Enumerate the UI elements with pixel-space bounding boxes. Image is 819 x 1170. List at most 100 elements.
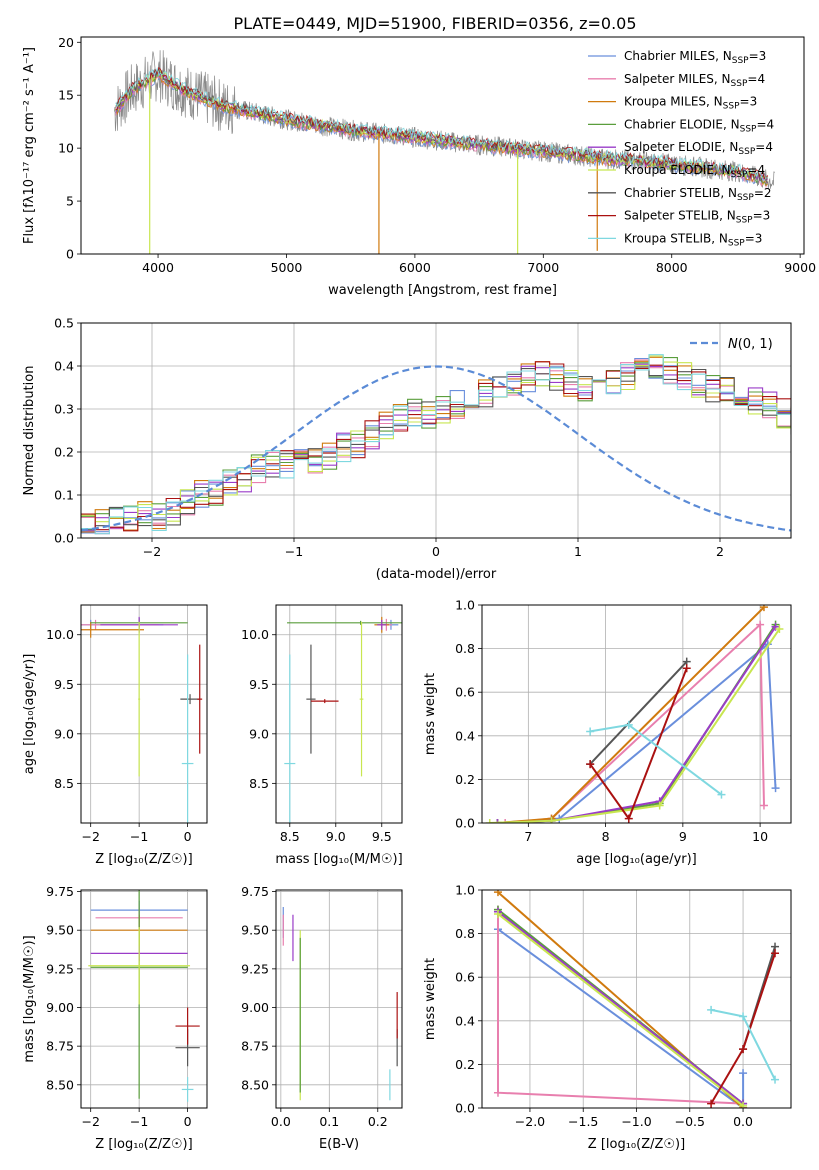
x-tick-label: 8000	[656, 260, 688, 275]
weight-marker	[739, 1101, 748, 1108]
x-tick-label: 9.5	[372, 829, 392, 844]
x-tick-label: 4000	[142, 260, 174, 275]
x-tick-label: −2.0	[515, 1114, 545, 1129]
plot-area	[81, 354, 791, 535]
weight-marker	[717, 790, 726, 799]
axes-frame	[80, 36, 805, 255]
y-tick-label: 0.4	[455, 1013, 475, 1028]
weight-marker	[493, 909, 502, 918]
legend-series-name: Chabrier MILES, N	[624, 49, 732, 63]
axes-frame	[275, 889, 403, 1109]
legend-label: Chabrier ELODIE, NSSP=4	[624, 117, 774, 134]
legend-series-name: Kroupa ELODIE, N	[624, 163, 731, 177]
y-tick-label: 1.0	[455, 883, 475, 898]
histogram-series	[81, 366, 791, 531]
legend-subscript: SSP	[740, 124, 757, 134]
y-tick-label: 0.4	[455, 728, 475, 743]
y-tick-label: 9.00	[46, 1000, 74, 1015]
y-tick-label: 0.3	[54, 402, 74, 417]
figure-title: PLATE=0449, MJD=51900, FIBERID=0356, z=0…	[233, 14, 636, 33]
x-axis-label: Z [log₁₀(Z/Z☉)]	[588, 1137, 685, 1152]
y-tick-label: 8.5	[54, 776, 74, 791]
legend-series-name: Salpeter STELIB, N	[624, 209, 736, 223]
legend-label: Chabrier MILES, NSSP=3	[624, 49, 766, 66]
plot-area	[88, 890, 200, 1102]
y-tick-label: 8.75	[241, 1039, 269, 1054]
y-tick-label: 10.0	[241, 627, 269, 642]
weight-marker	[707, 1099, 716, 1108]
x-tick-label: −1	[130, 1114, 148, 1129]
y-tick-label: 8.5	[249, 776, 269, 791]
y-tick-label: 0.5	[54, 316, 74, 331]
legend-symbol: N	[728, 337, 738, 352]
weight-marker	[739, 1069, 748, 1078]
x-tick-label: 7000	[527, 260, 559, 275]
legend-count: =4	[747, 163, 765, 177]
x-tick-label: 9000	[784, 260, 816, 275]
x-tick-label: −2	[143, 544, 161, 559]
legend: N(0, 1)	[690, 337, 773, 352]
y-axis-label: mass weight	[423, 673, 438, 755]
y-tick-label: 20	[58, 35, 74, 50]
axes-frame	[80, 889, 208, 1109]
legend-subscript: SSP	[736, 216, 753, 226]
y-axis-label: mass [log₁₀(M/M☉)]	[22, 935, 37, 1062]
weight-marker	[771, 949, 780, 958]
legend-series-name: Kroupa MILES, N	[624, 95, 723, 109]
y-tick-label: 9.75	[46, 884, 74, 899]
legend-label: Chabrier STELIB, NSSP=2	[624, 186, 772, 203]
weight-marker	[739, 1045, 748, 1054]
legend-series-name: Kroupa STELIB, N	[624, 231, 728, 245]
y-tick-label: 0.4	[54, 359, 74, 374]
x-tick-label: 8	[602, 829, 610, 844]
weight-marker	[547, 816, 556, 823]
legend-label: Kroupa ELODIE, NSSP=4	[624, 163, 765, 180]
y-axis-label: Flux [fλ10⁻¹⁷ erg cm⁻² s⁻¹ A⁻¹]	[22, 47, 37, 244]
panel-weight-vs-age: 7 8 9 10 0.0 0.2 0.4 0.6 0.8 1.0 age [log₁₀(age/yr…	[423, 598, 792, 867]
y-tick-label: 9.5	[249, 677, 269, 692]
x-tick-label: −1.0	[621, 1114, 651, 1129]
y-tick-label: 9.00	[241, 1000, 269, 1015]
axes-frame	[481, 604, 792, 824]
legend-count: =4	[755, 140, 773, 154]
y-tick-label: 9.50	[241, 923, 269, 938]
legend-label: Salpeter STELIB, NSSP=3	[624, 209, 770, 226]
y-tick-label: 9.25	[241, 961, 269, 976]
y-axis-label: age [log₁₀(age/yr)]	[22, 654, 37, 775]
weight-marker	[501, 819, 510, 823]
x-axis-label: Z [log₁₀(Z/Z☉)]	[95, 852, 192, 867]
legend-label: Kroupa STELIB, NSSP=3	[624, 231, 762, 248]
y-tick-label: 9.0	[249, 726, 269, 741]
weight-marker	[624, 814, 633, 823]
legend-count: =3	[749, 49, 767, 63]
histogram-series	[81, 361, 791, 532]
x-axis-label: mass [log₁₀(M/M☉)]	[275, 852, 402, 867]
legend-label: Kroupa MILES, NSSP=3	[624, 95, 757, 112]
x-tick-label: 9.0	[326, 829, 346, 844]
y-tick-label: 10.0	[46, 627, 74, 642]
y-tick-label: 10	[58, 141, 74, 156]
y-tick-label: 9.25	[46, 961, 74, 976]
y-tick-label: 0.0	[54, 531, 74, 546]
weight-marker	[624, 720, 633, 729]
weight-line	[489, 628, 781, 823]
histogram-series	[81, 357, 791, 534]
axes-frame	[80, 604, 208, 824]
y-tick-label: 0.2	[455, 772, 475, 787]
x-tick-label: 9	[679, 829, 687, 844]
legend-count: =4	[756, 117, 774, 131]
panel-age-vs-Z: −2 −1 0 8.5 9.0 9.5 10.0 Z [log₁₀(Z/Z☉)] age [lo…	[22, 604, 208, 867]
weight-marker	[771, 784, 780, 793]
x-tick-label: 0.0	[733, 1114, 753, 1129]
x-axis-label: (data-model)/error	[376, 567, 497, 582]
legend-count: =2	[754, 186, 772, 200]
legend-subscript: SSP	[738, 147, 755, 157]
legend-subscript: SSP	[728, 238, 745, 248]
x-tick-label: 7	[524, 829, 532, 844]
weight-line	[497, 911, 744, 1105]
panel-mass-vs-Z: −2 −1 0 8.50 8.75 9.00 9.25 9.50 9.75 Z [log₁₀(Z/…	[22, 884, 208, 1152]
weight-marker	[493, 1088, 502, 1097]
